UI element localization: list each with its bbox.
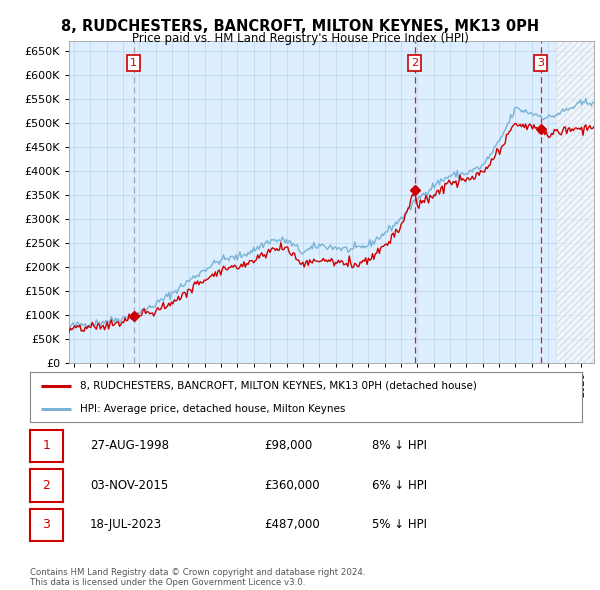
Text: Contains HM Land Registry data © Crown copyright and database right 2024.
This d: Contains HM Land Registry data © Crown c… <box>30 568 365 587</box>
Text: 8, RUDCHESTERS, BANCROFT, MILTON KEYNES, MK13 0PH: 8, RUDCHESTERS, BANCROFT, MILTON KEYNES,… <box>61 19 539 34</box>
Text: £360,000: £360,000 <box>264 478 320 492</box>
Text: 1: 1 <box>43 439 50 453</box>
Text: Price paid vs. HM Land Registry's House Price Index (HPI): Price paid vs. HM Land Registry's House … <box>131 32 469 45</box>
Text: 03-NOV-2015: 03-NOV-2015 <box>90 478 168 492</box>
Text: 8, RUDCHESTERS, BANCROFT, MILTON KEYNES, MK13 0PH (detached house): 8, RUDCHESTERS, BANCROFT, MILTON KEYNES,… <box>80 381 476 391</box>
Text: £487,000: £487,000 <box>264 518 320 532</box>
Text: 18-JUL-2023: 18-JUL-2023 <box>90 518 162 532</box>
Text: 2: 2 <box>411 58 418 68</box>
Text: HPI: Average price, detached house, Milton Keynes: HPI: Average price, detached house, Milt… <box>80 404 345 414</box>
Text: 3: 3 <box>537 58 544 68</box>
Text: 1: 1 <box>130 58 137 68</box>
Text: 27-AUG-1998: 27-AUG-1998 <box>90 439 169 453</box>
Text: 3: 3 <box>43 518 50 532</box>
Text: £98,000: £98,000 <box>264 439 312 453</box>
Text: 8% ↓ HPI: 8% ↓ HPI <box>372 439 427 453</box>
Text: 2: 2 <box>43 478 50 492</box>
Text: 5% ↓ HPI: 5% ↓ HPI <box>372 518 427 532</box>
Text: 6% ↓ HPI: 6% ↓ HPI <box>372 478 427 492</box>
